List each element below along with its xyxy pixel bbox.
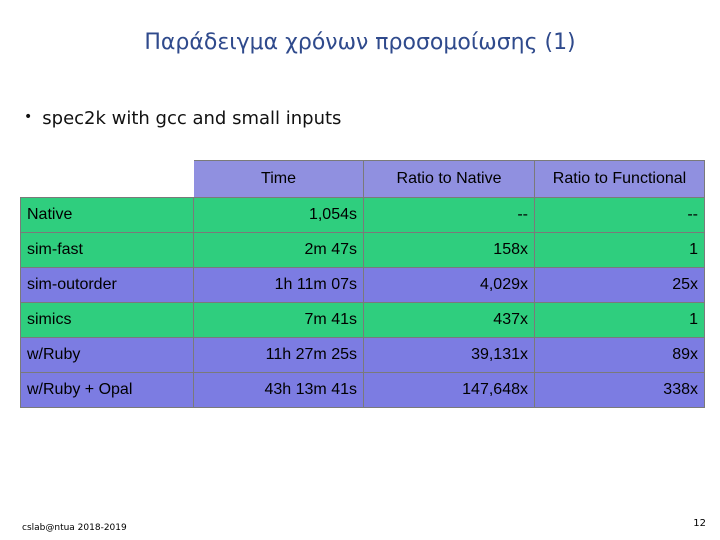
row-time: 1,054s (193, 197, 364, 233)
table-row: sim-fast 2m 47s 158x 1 (20, 232, 705, 268)
header-ratio-functional: Ratio to Functional (534, 160, 705, 198)
table-row: w/Ruby 11h 27m 25s 39,131x 89x (20, 337, 705, 373)
slide-title: Παράδειγμα χρόνων προσομοίωσης (1) (144, 30, 576, 55)
header-ratio-native: Ratio to Native (363, 160, 535, 198)
row-ratio-native: 147,648x (363, 372, 535, 408)
row-name: Native (20, 197, 194, 233)
row-ratio-functional: -- (534, 197, 705, 233)
row-ratio-functional: 1 (534, 232, 705, 268)
row-name: w/Ruby (20, 337, 194, 373)
row-ratio-native: 39,131x (363, 337, 535, 373)
table-row: simics 7m 41s 437x 1 (20, 302, 705, 338)
table-row: Native 1,054s -- -- (20, 197, 705, 233)
page-number: 12 (693, 518, 706, 529)
bullet-text: spec2k with gcc and small inputs (42, 108, 342, 129)
row-name: simics (20, 302, 194, 338)
bullet-icon: • (24, 109, 33, 125)
row-time: 7m 41s (193, 302, 364, 338)
row-ratio-native: -- (363, 197, 535, 233)
row-ratio-functional: 25x (534, 267, 705, 303)
row-time: 43h 13m 41s (193, 372, 364, 408)
header-corner (20, 160, 194, 198)
row-ratio-native: 158x (363, 232, 535, 268)
row-time: 1h 11m 07s (193, 267, 364, 303)
row-ratio-native: 4,029x (363, 267, 535, 303)
row-ratio-functional: 1 (534, 302, 705, 338)
table-header-row: Time Ratio to Native Ratio to Functional (20, 160, 705, 198)
simulation-times-table: Time Ratio to Native Ratio to Functional… (20, 160, 705, 408)
row-name: w/Ruby + Opal (20, 372, 194, 408)
table-row: w/Ruby + Opal 43h 13m 41s 147,648x 338x (20, 372, 705, 408)
row-name: sim-fast (20, 232, 194, 268)
table-row: sim-outorder 1h 11m 07s 4,029x 25x (20, 267, 705, 303)
bullet-item: • spec2k with gcc and small inputs (24, 108, 341, 129)
row-ratio-functional: 89x (534, 337, 705, 373)
row-time: 2m 47s (193, 232, 364, 268)
row-time: 11h 27m 25s (193, 337, 364, 373)
row-name: sim-outorder (20, 267, 194, 303)
header-time: Time (193, 160, 364, 198)
row-ratio-functional: 338x (534, 372, 705, 408)
row-ratio-native: 437x (363, 302, 535, 338)
footer-text: cslab@ntua 2018-2019 (22, 523, 127, 533)
